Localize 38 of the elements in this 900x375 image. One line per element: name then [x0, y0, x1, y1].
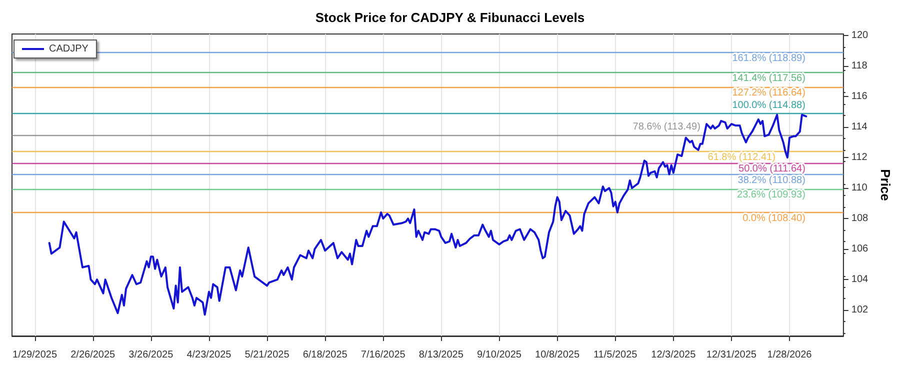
y-axis-title: Price	[878, 169, 893, 201]
x-tick-label: 7/16/2025	[360, 350, 406, 360]
ref-line-label: 78.6% (113.49)	[632, 121, 700, 132]
x-tick-label: 1/28/2026	[767, 350, 812, 360]
x-tick-label: 12/3/2025	[651, 350, 696, 360]
legend-label: CADJPY	[49, 44, 89, 54]
y-tick-label: 104	[851, 274, 869, 286]
x-tick-label: 10/8/2025	[535, 350, 580, 360]
x-tick-label: 8/13/2025	[418, 350, 464, 360]
ref-line-label: 61.8% (112.41)	[708, 152, 776, 163]
ref-line-label: 127.2% (116.64)	[732, 87, 806, 98]
x-tick-label: 4/23/2025	[186, 350, 232, 360]
y-tick-label: 120	[851, 30, 869, 42]
ref-line-label: 38.2% (110.88)	[738, 175, 806, 186]
x-tick-label: 12/31/2025	[706, 350, 757, 360]
ref-line-label: 100.0% (114.88)	[732, 100, 806, 112]
y-tick-label: 110	[851, 182, 868, 194]
y-tick-label: 102	[851, 304, 869, 316]
ref-line-label: 23.6% (109.93)	[737, 190, 806, 201]
ref-line-label: 0.0% (108.40)	[742, 212, 806, 224]
y-tick-label: 112	[851, 152, 868, 164]
x-tick-label: 11/5/2025	[593, 350, 638, 360]
x-tick-label: 9/10/2025	[476, 350, 522, 360]
ref-line-label: 141.4% (117.56)	[732, 73, 806, 84]
x-tick-label: 3/26/2025	[128, 350, 174, 360]
y-tick-label: 118	[851, 60, 868, 72]
ref-line-label: 161.8% (118.89)	[732, 52, 806, 64]
x-tick-label: 6/18/2025	[302, 350, 348, 360]
ref-line-label: 50.0% (111.64)	[738, 164, 806, 175]
y-tick-label: 114	[851, 122, 868, 133]
line-series	[48, 114, 808, 316]
x-tick-label: 1/29/2025	[12, 350, 58, 360]
x-tick-label: 5/21/2025	[244, 350, 290, 360]
chart-title: Stock Price for CADJPY & Fibunacci Levels	[315, 10, 585, 25]
y-tick-label: 106	[851, 244, 869, 255]
y-tick-label: 108	[851, 213, 869, 224]
x-tick-label: 2/26/2025	[70, 350, 116, 360]
y-tick-label: 116	[851, 91, 868, 102]
